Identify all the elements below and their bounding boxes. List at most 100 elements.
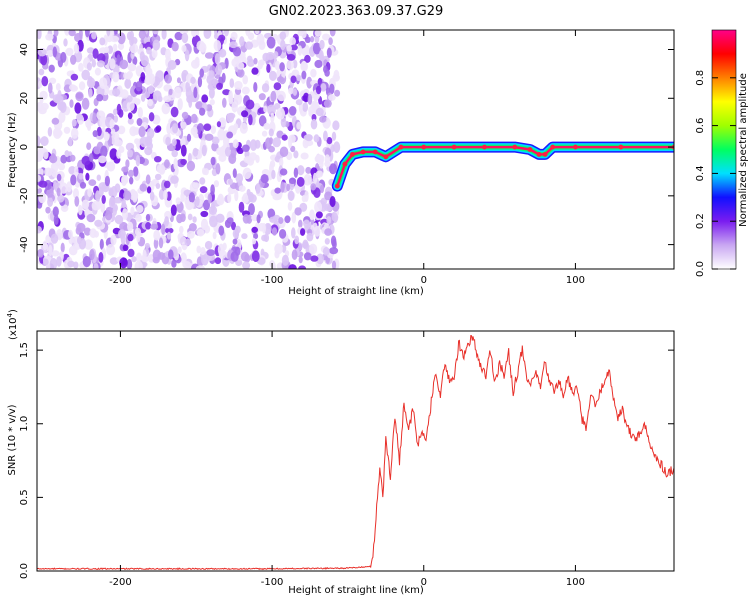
noise-blob: [164, 159, 170, 169]
noise-blob: [329, 163, 337, 175]
noise-blob: [148, 85, 154, 94]
ridge-point: [550, 144, 556, 150]
noise-blob: [184, 238, 192, 246]
noise-blob: [174, 31, 183, 41]
noise-blob: [211, 136, 220, 145]
noise-blob: [81, 97, 90, 110]
noise-blob: [151, 48, 158, 59]
noise-blob: [331, 212, 338, 222]
noise-blob: [180, 144, 187, 157]
noise-blob: [134, 138, 140, 145]
noise-blob: [216, 147, 225, 156]
noise-blob: [223, 30, 229, 37]
noise-blob: [64, 30, 70, 36]
noise-blob: [127, 112, 133, 120]
noise-blob: [241, 233, 248, 240]
snr-plot-area: [37, 331, 674, 571]
snr-y-ticks: 0.0 0.5 1.0 1.5: [19, 342, 674, 579]
noise-blob: [139, 136, 148, 148]
noise-blob: [99, 77, 108, 89]
noise-blob: [310, 36, 315, 43]
noise-blob: [261, 130, 268, 137]
noise-blob: [306, 232, 314, 242]
noise-blob: [193, 86, 198, 99]
noise-blob: [251, 250, 260, 262]
noise-blob: [113, 196, 123, 204]
noise-blob: [279, 168, 288, 176]
noise-blob: [300, 152, 309, 160]
colorbar-tick-label: 0.2: [695, 213, 706, 229]
noise-blob: [245, 30, 251, 37]
ridge-point: [421, 144, 427, 150]
noise-blob: [217, 243, 225, 256]
noise-blob: [286, 54, 296, 61]
noise-blob: [117, 42, 125, 50]
noise-blob: [213, 180, 219, 188]
noise-blob: [158, 237, 164, 249]
noise-blob: [75, 91, 84, 102]
noise-blob: [328, 37, 333, 46]
noise-blob: [70, 174, 77, 186]
noise-blob: [74, 196, 80, 207]
noise-blob: [138, 30, 147, 40]
noise-blob: [177, 98, 183, 111]
noise-blob: [192, 147, 199, 157]
noise-blob: [319, 115, 327, 123]
noise-blob: [145, 174, 151, 185]
noise-blob: [68, 245, 78, 256]
noise-blob: [64, 150, 70, 158]
noise-blob: [43, 148, 49, 160]
spectrogram-y-ticks: -40 -20 0 20 40: [19, 43, 674, 253]
noise-blob: [124, 78, 132, 89]
noise-blob: [185, 81, 190, 92]
noise-blob: [210, 201, 215, 214]
noise-blob: [182, 261, 192, 269]
noise-blob: [248, 203, 255, 216]
noise-blob: [181, 111, 189, 119]
noise-blob: [215, 213, 225, 223]
colorbar-tick-label: 0.6: [695, 118, 706, 134]
noise-blob: [270, 112, 275, 123]
colorbar-label: Normalized spectral amplitude: [738, 73, 749, 227]
noise-blob: [204, 240, 213, 250]
ridge-point: [573, 144, 578, 150]
noise-blob: [149, 73, 156, 85]
noise-blob: [261, 169, 270, 176]
noise-blob: [96, 94, 104, 102]
noise-blob: [251, 238, 257, 245]
noise-blob: [59, 101, 67, 113]
noise-blob: [161, 102, 171, 115]
noise-blob: [145, 222, 152, 230]
noise-blob: [138, 126, 146, 138]
noise-blob: [201, 144, 207, 157]
noise-blob: [239, 122, 248, 134]
noise-blob: [53, 30, 59, 37]
noise-blob: [76, 222, 86, 233]
noise-blob: [181, 44, 187, 53]
noise-blob: [131, 256, 137, 263]
noise-blob: [129, 35, 134, 47]
noise-blob: [51, 117, 60, 125]
noise-blob: [288, 134, 296, 144]
noise-blob: [329, 247, 339, 255]
noise-blob: [166, 231, 172, 240]
ridge-point: [383, 154, 389, 160]
noise-blob: [301, 30, 307, 39]
y-tick-label: -20: [19, 188, 30, 204]
noise-blob: [142, 249, 147, 262]
noise-blob: [271, 262, 276, 269]
noise-blob: [48, 154, 58, 164]
noise-blob: [153, 230, 161, 241]
noise-blob: [161, 223, 166, 235]
ridge-point: [398, 144, 404, 150]
noise-blob: [292, 88, 297, 96]
noise-blob: [188, 192, 195, 203]
noise-blob: [319, 39, 325, 50]
noise-blob: [204, 52, 214, 59]
noise-blob: [88, 179, 97, 187]
noise-blob: [103, 131, 110, 142]
noise-blob: [48, 77, 57, 85]
noise-blob: [93, 146, 101, 155]
noise-blob: [200, 210, 209, 218]
